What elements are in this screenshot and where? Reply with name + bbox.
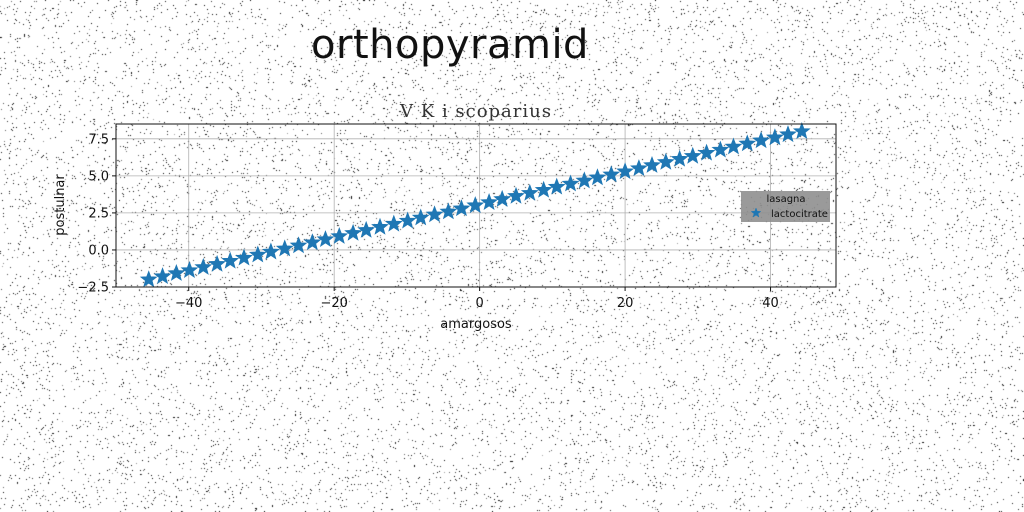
data-point-star [588,168,607,186]
data-point-star [371,217,389,235]
x-tick-label: 40 [762,296,779,311]
data-point-star [180,261,199,278]
data-point-star [493,189,512,207]
data-point-star [683,146,702,164]
data-point-star [752,131,770,149]
data-point-star [194,257,213,275]
data-point-star [630,159,648,177]
data-point-star [792,122,811,139]
x-axis-label: amargosos [440,317,512,332]
data-point-star [466,196,485,214]
x-tick-label: 20 [617,296,634,311]
data-point-star [316,230,335,247]
data-point-star [153,267,172,285]
y-tick-label: 0.0 [88,243,109,258]
data-point-star [139,270,158,288]
chart-title: V K i scoparius [399,101,552,122]
data-point-star [711,140,730,158]
y-axis-label: postulnar [53,174,68,236]
data-point-star [452,199,471,217]
legend-star-icon [750,207,762,218]
data-point-star [602,165,621,183]
data-point-star [766,128,784,146]
data-point-star [398,211,417,229]
data-point-star [235,248,253,266]
data-point-star [357,220,376,238]
data-point-star [384,214,403,232]
axis-ticks: −40 −20 0 20 40 −2.5 0.0 2.5 5.0 7.5 [77,132,778,311]
data-point-star [411,208,430,226]
figure-title: orthopyramid [311,22,589,68]
data-point-star [167,264,186,281]
y-tick-label: 5.0 [88,169,109,184]
data-point-star [697,143,716,161]
data-point-star [547,177,566,195]
series-markers [139,122,811,288]
data-point-star [779,125,797,143]
x-tick-label: 0 [475,296,483,311]
data-point-star [330,226,349,244]
data-point-star [534,180,553,198]
y-tick-label: −2.5 [77,281,109,296]
data-point-star [643,155,661,173]
data-point-star [724,137,743,155]
data-point-star [520,183,539,201]
data-point-star [344,223,362,241]
data-point-star [275,239,294,257]
data-point-star [670,149,689,167]
data-point-star [262,242,280,260]
data-point-star [208,254,226,272]
legend: lasagna lactocitrate [741,191,830,222]
x-tick-label: −20 [320,296,347,311]
data-point-star [425,205,444,223]
data-point-star [738,134,757,152]
data-point-star [439,202,458,220]
data-point-star [303,233,322,251]
data-point-star [289,236,308,254]
legend-label-series-0: lactocitrate [771,209,828,220]
data-point-star [480,193,498,210]
data-point-star [248,245,267,263]
data-point-star [507,186,525,204]
data-point-star [656,152,675,170]
legend-box [741,191,830,222]
y-tick-label: 2.5 [88,206,109,221]
y-tick-label: 7.5 [88,132,109,147]
legend-title: lasagna [766,194,805,205]
data-point-star [561,174,580,192]
data-point-star [575,171,594,189]
data-point-star [221,251,240,269]
x-tick-label: −40 [175,296,202,311]
plot-frame [115,123,837,288]
data-point-star [616,162,634,180]
